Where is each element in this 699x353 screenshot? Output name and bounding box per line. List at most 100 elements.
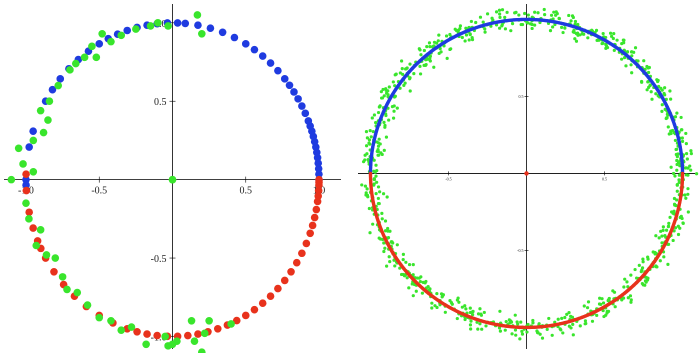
green-point xyxy=(666,125,670,129)
green-point xyxy=(514,333,518,337)
green-point xyxy=(678,164,682,168)
green-point xyxy=(561,331,565,335)
green-point xyxy=(550,333,554,337)
green-point xyxy=(469,319,473,323)
green-point xyxy=(364,130,369,134)
green-point xyxy=(669,165,673,169)
green-point xyxy=(367,141,371,145)
green-point xyxy=(392,109,396,113)
green-point xyxy=(380,96,384,100)
green-point xyxy=(380,211,384,215)
green-point xyxy=(381,87,385,92)
green-point xyxy=(689,168,693,172)
green-point xyxy=(648,83,652,87)
green-point xyxy=(594,28,599,32)
green-point xyxy=(414,289,418,293)
green-point xyxy=(640,80,644,84)
green-point xyxy=(533,10,537,14)
green-point xyxy=(398,86,402,90)
green-point xyxy=(190,337,199,345)
green-point xyxy=(694,172,699,176)
green-point xyxy=(660,234,664,238)
green-point xyxy=(543,13,547,17)
green-point xyxy=(483,30,487,34)
green-point xyxy=(398,71,402,75)
left-plot: -1.0-0.50.51.0-1.0-0.50.51.0 xyxy=(4,4,341,353)
red-point xyxy=(22,170,30,178)
green-point xyxy=(686,192,690,196)
green-point xyxy=(407,286,411,290)
red-point xyxy=(50,268,58,276)
green-point xyxy=(437,33,441,37)
green-point xyxy=(428,45,432,49)
green-point xyxy=(478,15,483,19)
green-point xyxy=(372,169,376,173)
green-point xyxy=(515,320,519,324)
green-point xyxy=(481,20,485,24)
green-point xyxy=(372,177,377,182)
green-point xyxy=(374,120,378,125)
green-point xyxy=(640,266,645,270)
green-point xyxy=(673,226,678,230)
green-point xyxy=(598,296,602,300)
green-point xyxy=(445,56,449,60)
green-point xyxy=(482,310,486,315)
green-point xyxy=(526,13,530,17)
green-point xyxy=(509,29,513,33)
green-point xyxy=(98,29,106,38)
green-point xyxy=(567,13,571,18)
green-point xyxy=(427,41,432,45)
green-point xyxy=(663,86,667,90)
green-point xyxy=(363,184,368,188)
green-point xyxy=(605,45,610,50)
green-point xyxy=(146,22,155,30)
green-point xyxy=(418,48,422,52)
red-point xyxy=(133,327,141,336)
green-point xyxy=(586,36,590,40)
green-point xyxy=(463,317,467,322)
blue-point xyxy=(29,127,37,135)
green-point xyxy=(621,38,625,42)
green-point xyxy=(14,144,23,153)
green-point xyxy=(520,22,525,27)
red-point xyxy=(298,249,306,258)
green-point xyxy=(383,246,387,250)
green-point xyxy=(474,20,478,25)
green-point xyxy=(164,342,172,350)
red-point xyxy=(25,208,33,217)
y-tick-label: -0.5 xyxy=(151,254,167,265)
green-point xyxy=(664,228,669,232)
green-point xyxy=(636,59,640,63)
green-point xyxy=(375,180,379,184)
green-point xyxy=(498,26,502,30)
green-point xyxy=(556,317,560,321)
green-point xyxy=(448,47,452,52)
green-point xyxy=(382,94,386,98)
green-point xyxy=(154,19,162,27)
green-point xyxy=(372,183,376,187)
green-point xyxy=(654,92,658,96)
blue-point xyxy=(266,59,275,67)
green-point xyxy=(164,22,172,30)
green-point xyxy=(675,147,679,151)
green-point xyxy=(500,24,504,28)
green-point xyxy=(388,229,392,233)
green-point xyxy=(371,129,375,134)
green-point xyxy=(376,185,381,189)
green-point xyxy=(657,236,661,240)
green-point xyxy=(193,11,202,19)
green-point xyxy=(365,152,369,156)
green-point xyxy=(367,206,371,211)
green-point xyxy=(132,25,140,33)
green-point xyxy=(401,272,405,277)
green-point xyxy=(432,65,436,69)
green-point xyxy=(423,281,427,285)
green-point xyxy=(432,40,437,44)
green-point xyxy=(668,215,672,219)
green-point xyxy=(443,310,447,314)
green-point xyxy=(675,158,679,163)
green-point xyxy=(572,28,576,33)
green-point xyxy=(531,318,535,323)
green-point xyxy=(560,316,564,320)
green-point xyxy=(637,263,641,267)
